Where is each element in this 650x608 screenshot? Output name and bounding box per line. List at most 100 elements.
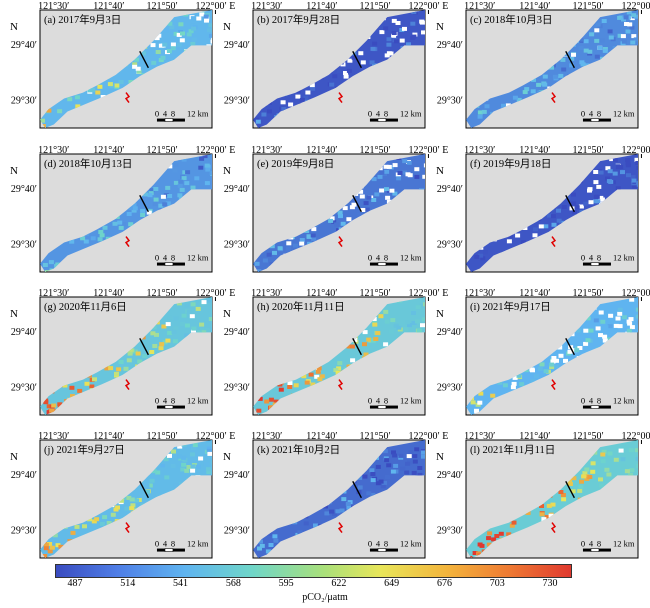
- latitude-label: 29°40′: [437, 327, 463, 338]
- scale-bar-label: 12 km: [400, 253, 422, 263]
- colorbar-tick: 703: [489, 578, 505, 589]
- scale-bar-label: 4: [163, 109, 168, 119]
- station-marker: [550, 522, 557, 534]
- station-marker: [337, 379, 344, 391]
- bay-water: [253, 440, 425, 558]
- scale-bar-label: 12 km: [187, 539, 209, 549]
- station-marker: [550, 236, 557, 248]
- scale-bar: 0 4 8 12 km: [368, 539, 422, 552]
- scale-bar-label: 8: [597, 253, 601, 263]
- latitude-label: 29°30′: [437, 96, 463, 107]
- longitude-label: 121°30′: [464, 431, 495, 442]
- transect-line: [352, 480, 362, 499]
- longitude-label: 121°50′: [147, 288, 178, 299]
- longitude-label: 121°30′: [38, 288, 69, 299]
- longitude-label: 121°50′: [147, 1, 178, 12]
- scale-bar-label: 8: [384, 539, 388, 549]
- north-arrow-label: N: [223, 165, 231, 177]
- scale-bar-label: 8: [171, 109, 175, 119]
- scale-bar-label: 12 km: [400, 396, 422, 406]
- north-arrow-label: N: [436, 165, 444, 177]
- latitude-label: 29°30′: [437, 526, 463, 537]
- longitude-label: 122°00′ E: [409, 1, 449, 12]
- scale-bar-label: 8: [597, 539, 601, 549]
- longitude-label: 121°50′: [360, 145, 391, 156]
- longitude-label: 122°00′ E: [409, 288, 449, 299]
- scale-bar-label: 12 km: [400, 109, 422, 119]
- latitude-label: 29°40′: [224, 40, 250, 51]
- longitude-label: 121°30′: [38, 145, 69, 156]
- latitude-label: 29°30′: [224, 526, 250, 537]
- panel-label: (e) 2019年9月8日: [257, 157, 334, 170]
- scale-bar-label: 4: [589, 109, 594, 119]
- transect-line: [139, 480, 149, 499]
- longitude-label: 121°30′: [251, 145, 282, 156]
- scale-bar: 0 4 8 12 km: [581, 253, 635, 266]
- panel-label: (k) 2021年10月2日: [257, 443, 340, 456]
- latitude-label: 29°30′: [11, 240, 37, 251]
- scale-bar-label: 0: [155, 109, 159, 119]
- longitude-label: 121°30′: [464, 288, 495, 299]
- colorbar-tick: 514: [120, 578, 136, 589]
- scale-bar-label: 4: [589, 539, 594, 549]
- longitude-label: 122°00′ E: [196, 431, 236, 442]
- panel-label: (f) 2019年9月18日: [470, 157, 551, 170]
- longitude-label: 121°40′: [519, 288, 550, 299]
- panel-label: (c) 2018年10月3日: [470, 13, 553, 26]
- latitude-label: 29°40′: [437, 40, 463, 51]
- north-arrow-label: N: [436, 308, 444, 320]
- longitude-label: 121°50′: [147, 431, 178, 442]
- colorbar-tick: 676: [436, 578, 452, 589]
- scale-bar: 0 4 8 12 km: [581, 109, 635, 122]
- latitude-label: 29°40′: [11, 327, 37, 338]
- bay-water: [40, 10, 212, 128]
- bay-water: [466, 440, 638, 558]
- scale-bar-label: 0: [155, 253, 159, 263]
- longitude-label: 121°30′: [251, 1, 282, 12]
- colorbar-tick: 595: [278, 578, 294, 589]
- station-marker: [337, 522, 344, 534]
- longitude-label: 121°40′: [306, 431, 337, 442]
- panel-label: (i) 2021年9月17日: [470, 300, 551, 313]
- transect-line: [565, 337, 575, 356]
- north-arrow-label: N: [436, 21, 444, 33]
- scale-bar-label: 0: [581, 539, 585, 549]
- scale-bar-label: 0: [368, 253, 372, 263]
- colorbar-tick: 487: [67, 578, 83, 589]
- transect-line: [565, 480, 575, 499]
- north-arrow-label: N: [10, 451, 18, 463]
- latitude-label: 29°40′: [437, 184, 463, 195]
- longitude-label: 121°30′: [38, 431, 69, 442]
- north-arrow-label: N: [10, 21, 18, 33]
- panel-label: (d) 2018年10月13日: [44, 157, 132, 170]
- transect-line: [565, 194, 575, 213]
- latitude-label: 29°40′: [11, 184, 37, 195]
- scale-bar-label: 8: [597, 109, 601, 119]
- scale-bar-label: 4: [589, 253, 594, 263]
- latitude-label: 29°40′: [437, 470, 463, 481]
- longitude-label: 122°00′ E: [409, 431, 449, 442]
- longitude-label: 121°50′: [360, 431, 391, 442]
- scale-bar-label: 12 km: [613, 539, 635, 549]
- scale-bar-label: 12 km: [613, 396, 635, 406]
- latitude-label: 29°30′: [11, 96, 37, 107]
- longitude-label: 122°00′ E: [196, 145, 236, 156]
- scale-bar-label: 12 km: [400, 539, 422, 549]
- map-panel: 121°30′ 121°40′ 121°50′ 122°00′ E 29°40′ 29°3…: [10, 431, 236, 559]
- transect-line: [352, 194, 362, 213]
- longitude-label: 121°50′: [573, 431, 604, 442]
- longitude-label: 121°50′: [360, 1, 391, 12]
- colorbar: [55, 564, 572, 578]
- map-panel: 121°30′ 121°40′ 121°50′ 122°00′ E 29°40′ 29°3…: [436, 288, 650, 416]
- scale-bar-label: 12 km: [187, 253, 209, 263]
- station-marker: [550, 92, 557, 104]
- station-marker: [337, 92, 344, 104]
- scale-bar-label: 0: [368, 539, 372, 549]
- scale-bar: 0 4 8 12 km: [155, 539, 209, 552]
- latitude-label: 29°40′: [224, 327, 250, 338]
- longitude-label: 121°40′: [93, 1, 124, 12]
- panel-label: (g) 2020年11月6日: [44, 300, 127, 313]
- scale-bar-label: 0: [581, 253, 585, 263]
- longitude-label: 121°50′: [573, 288, 604, 299]
- scale-bar-label: 0: [155, 539, 159, 549]
